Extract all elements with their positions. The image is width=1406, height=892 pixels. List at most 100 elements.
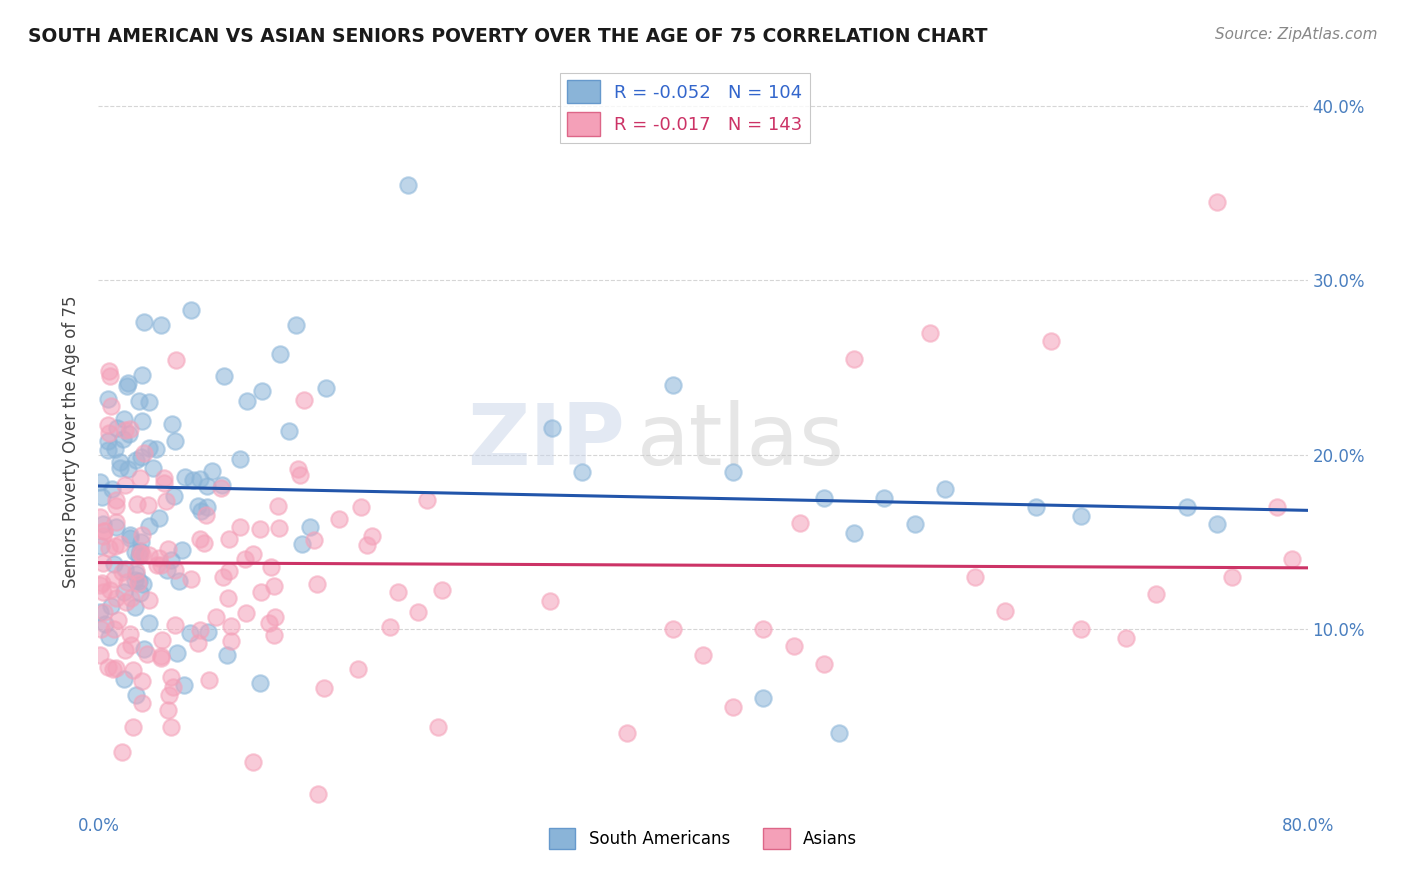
Point [103, 572, 125, 586]
Point [1024, 500, 1046, 514]
Point [661, 378, 683, 392]
Point [101, 482, 124, 496]
Point [131, 415, 153, 429]
Point [110, 460, 132, 475]
Point [101, 662, 124, 676]
Point [128, 471, 150, 485]
Point [752, 622, 775, 636]
Point [249, 522, 271, 536]
Point [91, 576, 114, 591]
Point [104, 539, 127, 553]
Point [347, 662, 370, 676]
Point [723, 465, 745, 479]
Text: Source: ZipAtlas.com: Source: ZipAtlas.com [1215, 27, 1378, 42]
Point [197, 673, 219, 687]
Point [187, 499, 209, 513]
Point [131, 696, 153, 710]
Point [163, 434, 186, 449]
Point [813, 491, 835, 505]
Point [173, 470, 195, 484]
Point [105, 591, 128, 606]
Point [134, 446, 156, 460]
Point [156, 703, 179, 717]
Point [157, 541, 180, 556]
Point [150, 649, 173, 664]
Point [277, 424, 299, 438]
Point [169, 574, 191, 589]
Point [138, 394, 160, 409]
Point [129, 450, 152, 464]
Point [125, 453, 148, 467]
Point [263, 628, 285, 642]
Point [1175, 500, 1198, 514]
Point [155, 494, 177, 508]
Point [263, 579, 285, 593]
Point [195, 500, 218, 515]
Point [187, 636, 209, 650]
Point [692, 648, 714, 662]
Point [93, 524, 115, 538]
Point [360, 529, 382, 543]
Point [205, 609, 228, 624]
Point [1267, 500, 1289, 514]
Point [103, 557, 125, 571]
Point [148, 510, 170, 524]
Point [173, 678, 195, 692]
Point [112, 673, 135, 687]
Point [122, 663, 145, 677]
Point [98, 363, 121, 377]
Point [104, 515, 127, 529]
Point [135, 647, 157, 661]
Point [120, 531, 142, 545]
Point [180, 303, 202, 318]
Point [105, 500, 128, 514]
Point [242, 756, 264, 770]
Point [188, 472, 211, 486]
Point [149, 650, 172, 665]
Point [571, 465, 593, 479]
Point [188, 624, 211, 638]
Point [172, 543, 194, 558]
Point [131, 528, 153, 542]
Point [127, 575, 149, 590]
Point [965, 569, 987, 583]
Point [783, 639, 806, 653]
Point [752, 691, 775, 706]
Point [138, 548, 160, 562]
Point [166, 646, 188, 660]
Point [229, 520, 252, 534]
Point [125, 564, 148, 578]
Point [540, 421, 562, 435]
Point [104, 442, 127, 456]
Point [162, 680, 184, 694]
Point [114, 423, 136, 437]
Legend: South Americans, Asians: South Americans, Asians [541, 822, 865, 855]
Point [138, 499, 160, 513]
Point [156, 563, 179, 577]
Point [328, 512, 350, 526]
Point [105, 520, 128, 534]
Point [98, 368, 121, 383]
Point [218, 532, 240, 546]
Point [90, 540, 112, 554]
Point [1144, 587, 1167, 601]
Point [305, 577, 328, 591]
Point [111, 432, 134, 446]
Point [111, 565, 134, 579]
Point [91, 529, 114, 543]
Point [128, 393, 150, 408]
Point [828, 726, 851, 740]
Point [314, 681, 336, 695]
Point [94, 616, 117, 631]
Point [217, 591, 239, 605]
Point [179, 626, 201, 640]
Point [378, 620, 401, 634]
Point [128, 546, 150, 560]
Text: ZIP: ZIP [467, 400, 624, 483]
Point [97, 417, 120, 432]
Point [141, 461, 163, 475]
Point [89, 578, 111, 592]
Point [215, 648, 238, 663]
Y-axis label: Seniors Poverty Over the Age of 75: Seniors Poverty Over the Age of 75 [62, 295, 80, 588]
Point [406, 605, 429, 619]
